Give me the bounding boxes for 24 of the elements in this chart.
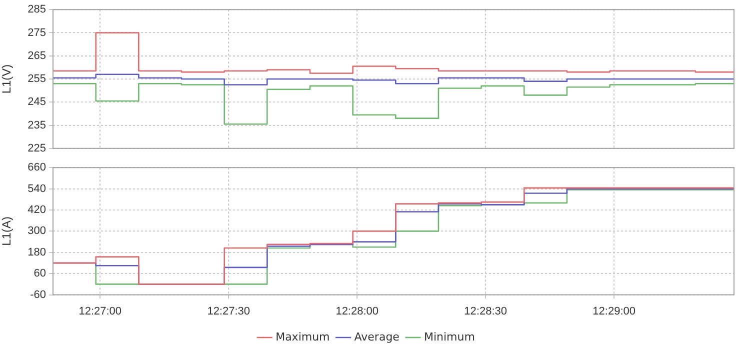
x-tick-label: 12:28:00 <box>336 305 379 318</box>
x-tick-label: 12:29:00 <box>592 305 636 318</box>
y-tick-label: 660 <box>28 162 46 174</box>
y-tick-label: 245 <box>28 96 46 108</box>
y-tick-label: 265 <box>28 50 46 62</box>
y-tick-label: 255 <box>28 73 46 86</box>
x-tick-label: 12:28:30 <box>464 305 508 318</box>
y-axis-title: L1(A) <box>0 216 14 246</box>
y-tick-label: 275 <box>28 26 46 39</box>
y-tick-label: 180 <box>28 246 46 258</box>
y-tick-label: 300 <box>28 225 46 238</box>
y-tick-label: 235 <box>28 119 46 132</box>
legend-label: Maximum <box>276 330 330 344</box>
x-tick-label: 12:27:00 <box>78 305 122 318</box>
y-axis-title: L1(V) <box>0 64 14 94</box>
y-tick-label: 285 <box>28 4 46 16</box>
x-tick-label: 12:27:30 <box>207 305 250 318</box>
y-tick-label: 420 <box>28 204 46 216</box>
y-tick-label: 225 <box>28 142 46 154</box>
y-tick-label: 60 <box>34 268 46 280</box>
y-tick-label: -60 <box>30 288 46 301</box>
legend-label: Minimum <box>424 330 475 344</box>
legend-label: Average <box>354 330 400 344</box>
y-tick-label: 540 <box>28 182 46 195</box>
